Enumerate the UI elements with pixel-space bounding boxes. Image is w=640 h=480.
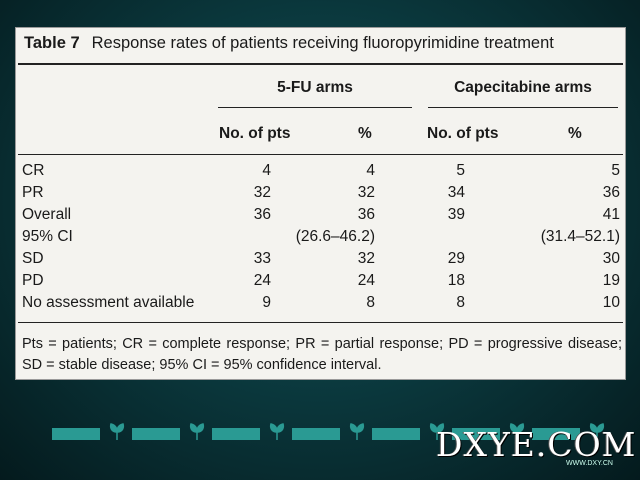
cell-cape-pct: 19 — [602, 272, 620, 289]
col-header-cape-pts: No. of pts — [427, 125, 499, 142]
table-row: 95% CI (26.6–46.2) (31.4–52.1) — [16, 228, 625, 250]
cell-5fu-pts: 4 — [262, 162, 271, 179]
row-label: SD — [22, 250, 44, 267]
leaf-icon — [429, 423, 445, 440]
cell-cape-pts: 18 — [447, 272, 465, 289]
table-row: CR 4 4 5 5 — [16, 162, 625, 184]
table-label: Table 7 — [24, 34, 80, 52]
cell-5fu-pct: 32 — [357, 184, 375, 201]
cell-cape-pts: 8 — [456, 294, 465, 311]
cell-5fu-pts: 32 — [253, 184, 271, 201]
group-rule-5fu — [218, 107, 412, 108]
cell-cape-pct: 30 — [602, 250, 620, 267]
table-row: PR 32 32 34 36 — [16, 184, 625, 206]
cell-5fu-pct: 4 — [366, 162, 375, 179]
row-label: PD — [22, 272, 44, 289]
decor-bar — [292, 428, 340, 440]
cell-5fu-ci: (26.6–46.2) — [295, 228, 375, 245]
cell-cape-pct: 41 — [602, 206, 620, 223]
table-footnote: Pts = patients; CR = complete response; … — [22, 336, 622, 373]
decor-bar — [372, 428, 420, 440]
cell-5fu-pts: 36 — [253, 206, 271, 223]
leaf-icon — [269, 423, 285, 440]
decor-bar — [532, 428, 580, 440]
leaf-icon — [509, 423, 525, 440]
table-row: PD 24 24 18 19 — [16, 272, 625, 294]
cell-cape-pct: 36 — [602, 184, 620, 201]
col-header-cape-pct: % — [568, 125, 582, 142]
table-row: No assessment available 9 8 8 10 — [16, 294, 625, 316]
top-rule — [18, 63, 623, 65]
bottom-rule — [18, 322, 623, 323]
cell-cape-ci: (31.4–52.1) — [540, 228, 620, 245]
row-label: No assessment available — [22, 294, 195, 311]
response-rates-table: Table 7 Response rates of patients receiv… — [15, 27, 626, 380]
table-title: Table 7 Response rates of patients receiv… — [24, 34, 554, 53]
cell-5fu-pts: 9 — [262, 294, 271, 311]
row-label: Overall — [22, 206, 72, 223]
cell-cape-pct: 5 — [611, 162, 620, 179]
row-label: CR — [22, 162, 45, 179]
group-rule-capecitabine — [428, 107, 618, 108]
cell-5fu-pct: 8 — [366, 294, 375, 311]
header-rule — [18, 154, 623, 155]
table-row: Overall 36 36 39 41 — [16, 206, 625, 228]
decor-bar — [52, 428, 100, 440]
cell-cape-pts: 29 — [447, 250, 465, 267]
leaf-icon — [349, 423, 365, 440]
cell-5fu-pct: 32 — [357, 250, 375, 267]
cell-5fu-pts: 24 — [253, 272, 271, 289]
row-label: 95% CI — [22, 228, 73, 245]
table-row: SD 33 32 29 30 — [16, 250, 625, 272]
cell-5fu-pct: 36 — [357, 206, 375, 223]
row-label: PR — [22, 184, 44, 201]
cell-cape-pts: 39 — [447, 206, 465, 223]
cell-cape-pts: 5 — [456, 162, 465, 179]
watermark: DXYE.COM — [436, 425, 637, 464]
leaf-icon — [589, 423, 605, 440]
decor-bar — [132, 428, 180, 440]
cell-5fu-pct: 24 — [357, 272, 375, 289]
col-header-5fu-pct: % — [358, 125, 372, 142]
leaf-icon — [109, 423, 125, 440]
leaf-icon — [189, 423, 205, 440]
watermark-url: WWW.DXY.CN — [566, 460, 613, 467]
cell-cape-pct: 10 — [602, 294, 620, 311]
group-header-5fu: 5-FU arms — [277, 79, 353, 96]
cell-5fu-pts: 33 — [253, 250, 271, 267]
cell-cape-pts: 34 — [447, 184, 465, 201]
group-header-capecitabine: Capecitabine arms — [454, 79, 592, 96]
col-header-5fu-pts: No. of pts — [219, 125, 291, 142]
table-caption: Response rates of patients receiving flu… — [91, 34, 554, 52]
decor-bar — [212, 428, 260, 440]
decor-bar — [452, 428, 500, 440]
